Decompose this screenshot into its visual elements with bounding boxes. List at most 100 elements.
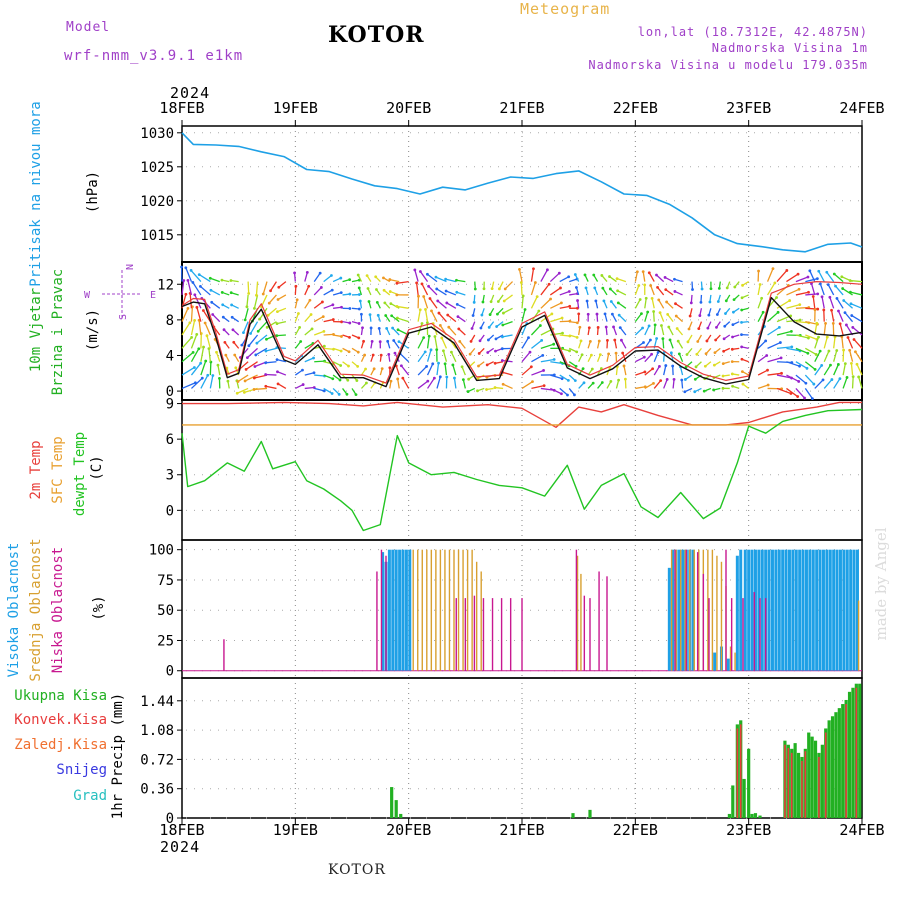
- wind-arrow-head: [244, 367, 248, 371]
- wind-arrow-head: [220, 278, 224, 282]
- wind-arrow-head: [723, 324, 727, 328]
- wind-arrow-head: [387, 353, 391, 356]
- wind-arrow-head: [321, 315, 325, 319]
- wind-arrow-head: [378, 340, 382, 344]
- wind-arrow-head: [689, 301, 693, 305]
- y-tick-label: 50: [157, 603, 174, 619]
- wind-arrow-head: [697, 327, 701, 331]
- wind-arrow-head: [660, 324, 663, 327]
- wind-arrow: [786, 347, 801, 352]
- precip-total-bar: [820, 744, 824, 818]
- wind-arrow-head: [668, 338, 672, 342]
- cloud-low-bar: [708, 598, 710, 671]
- wind-arrow-head: [365, 274, 369, 278]
- cloud-mid-bar: [576, 555, 579, 671]
- wind-arrow-head: [322, 344, 326, 348]
- wind-arrow-head: [561, 331, 564, 335]
- wind-arrow: [392, 327, 400, 336]
- wind-arrow-head: [542, 369, 545, 372]
- wind-arrow-head: [195, 333, 199, 336]
- cloud-high-bar: [784, 549, 788, 671]
- wind-arrow: [456, 303, 466, 309]
- x-tick-label-bottom: 22FEB: [613, 821, 658, 839]
- wind-arrow-head: [610, 312, 614, 316]
- wind-arrow: [679, 366, 684, 376]
- wind-arrow-head: [235, 391, 239, 395]
- y-tick-label: 1020: [140, 194, 174, 210]
- wind-arrow-head: [573, 273, 577, 276]
- wind-arrow-head: [741, 283, 744, 287]
- wind-arrow-head: [590, 367, 594, 371]
- wind-arrow: [190, 334, 198, 349]
- cloud-low-bar: [730, 598, 733, 671]
- wind-arrow-head: [552, 358, 556, 361]
- wind-arrow-head: [254, 353, 258, 357]
- wind-arrow: [805, 321, 818, 325]
- wind-arrow-head: [305, 271, 309, 274]
- cloud-low-axis-label: Niska Oblacnost: [50, 547, 66, 673]
- cloud-low-bar: [223, 639, 225, 671]
- sfc-temp-axis-label: SFC Temp: [50, 436, 66, 503]
- wind-arrow-head: [348, 307, 352, 310]
- wind-arrow-head: [230, 303, 234, 307]
- wind-arrow: [333, 306, 342, 309]
- wind-arrow-head: [836, 363, 840, 366]
- wind-arrow-head: [614, 351, 618, 355]
- cloud-high-bar: [743, 549, 747, 671]
- wind-arrow: [634, 327, 644, 336]
- cloud-high-bar: [408, 549, 412, 671]
- wind-arrow-head: [732, 310, 735, 314]
- wind-arrow: [304, 285, 310, 296]
- wind-arrow-head: [804, 381, 808, 385]
- wind-arrow-head: [321, 300, 324, 304]
- wind-arrow-head: [357, 336, 361, 340]
- wind-arrow-head: [849, 361, 853, 365]
- wind-arrow-head: [395, 316, 399, 320]
- wind-arrow-head: [776, 310, 780, 314]
- cloud-high-bar: [404, 549, 408, 671]
- wind-arrow-head: [467, 377, 471, 381]
- wind-arrow: [202, 310, 211, 322]
- wind-arrow-head: [624, 377, 627, 381]
- cloud-high-bar: [842, 549, 846, 671]
- wind-arrow-head: [673, 277, 676, 281]
- x-tick-label-top: 22FEB: [613, 99, 658, 117]
- wind-arrow: [634, 285, 640, 296]
- wind-arrow-head: [602, 299, 606, 303]
- wind-arrow: [453, 377, 457, 389]
- wind-arrow-head: [293, 271, 296, 275]
- wind-arrow-head: [347, 364, 350, 368]
- wind-arrow-head: [252, 388, 256, 391]
- wind-arrow-head: [761, 310, 765, 314]
- wind-arrow-head: [444, 289, 448, 293]
- wind-arrow: [559, 276, 569, 283]
- wind-arrow: [663, 379, 668, 389]
- wind-arrow: [435, 276, 447, 283]
- wind-arrow: [429, 298, 438, 309]
- cloud-high-bar: [825, 549, 829, 671]
- wind-arrow-head: [308, 298, 312, 302]
- cloud-mid-bar: [707, 549, 709, 671]
- precip-frozen-legend: Zaledj.Kisa: [14, 737, 107, 753]
- cloud-mid-bar: [580, 573, 582, 671]
- cloud-low-bar: [473, 595, 476, 671]
- wind-arrow-head: [255, 293, 258, 297]
- wind-arrow-head: [455, 290, 459, 294]
- cloud-high-bar: [750, 549, 754, 671]
- wind-arrow: [521, 351, 531, 363]
- wind-arrow-head: [434, 275, 438, 279]
- precip-total-bar: [753, 813, 758, 818]
- wind-arrow-head: [216, 363, 220, 367]
- wind-arrow-head: [835, 297, 839, 300]
- wind-arrow-head: [848, 290, 852, 294]
- wind-arrow-head: [831, 321, 835, 325]
- wind-arrow: [314, 387, 325, 392]
- cloud-high-bar: [681, 549, 685, 671]
- wind-arrow: [658, 299, 665, 309]
- wind-arrow-head: [740, 308, 744, 312]
- wind-arrow-head: [446, 313, 450, 317]
- compass-east: E: [150, 290, 156, 301]
- cloud-high-bar: [832, 549, 836, 671]
- wind-arrow-head: [620, 338, 623, 342]
- footer-city: KOTOR: [328, 862, 386, 878]
